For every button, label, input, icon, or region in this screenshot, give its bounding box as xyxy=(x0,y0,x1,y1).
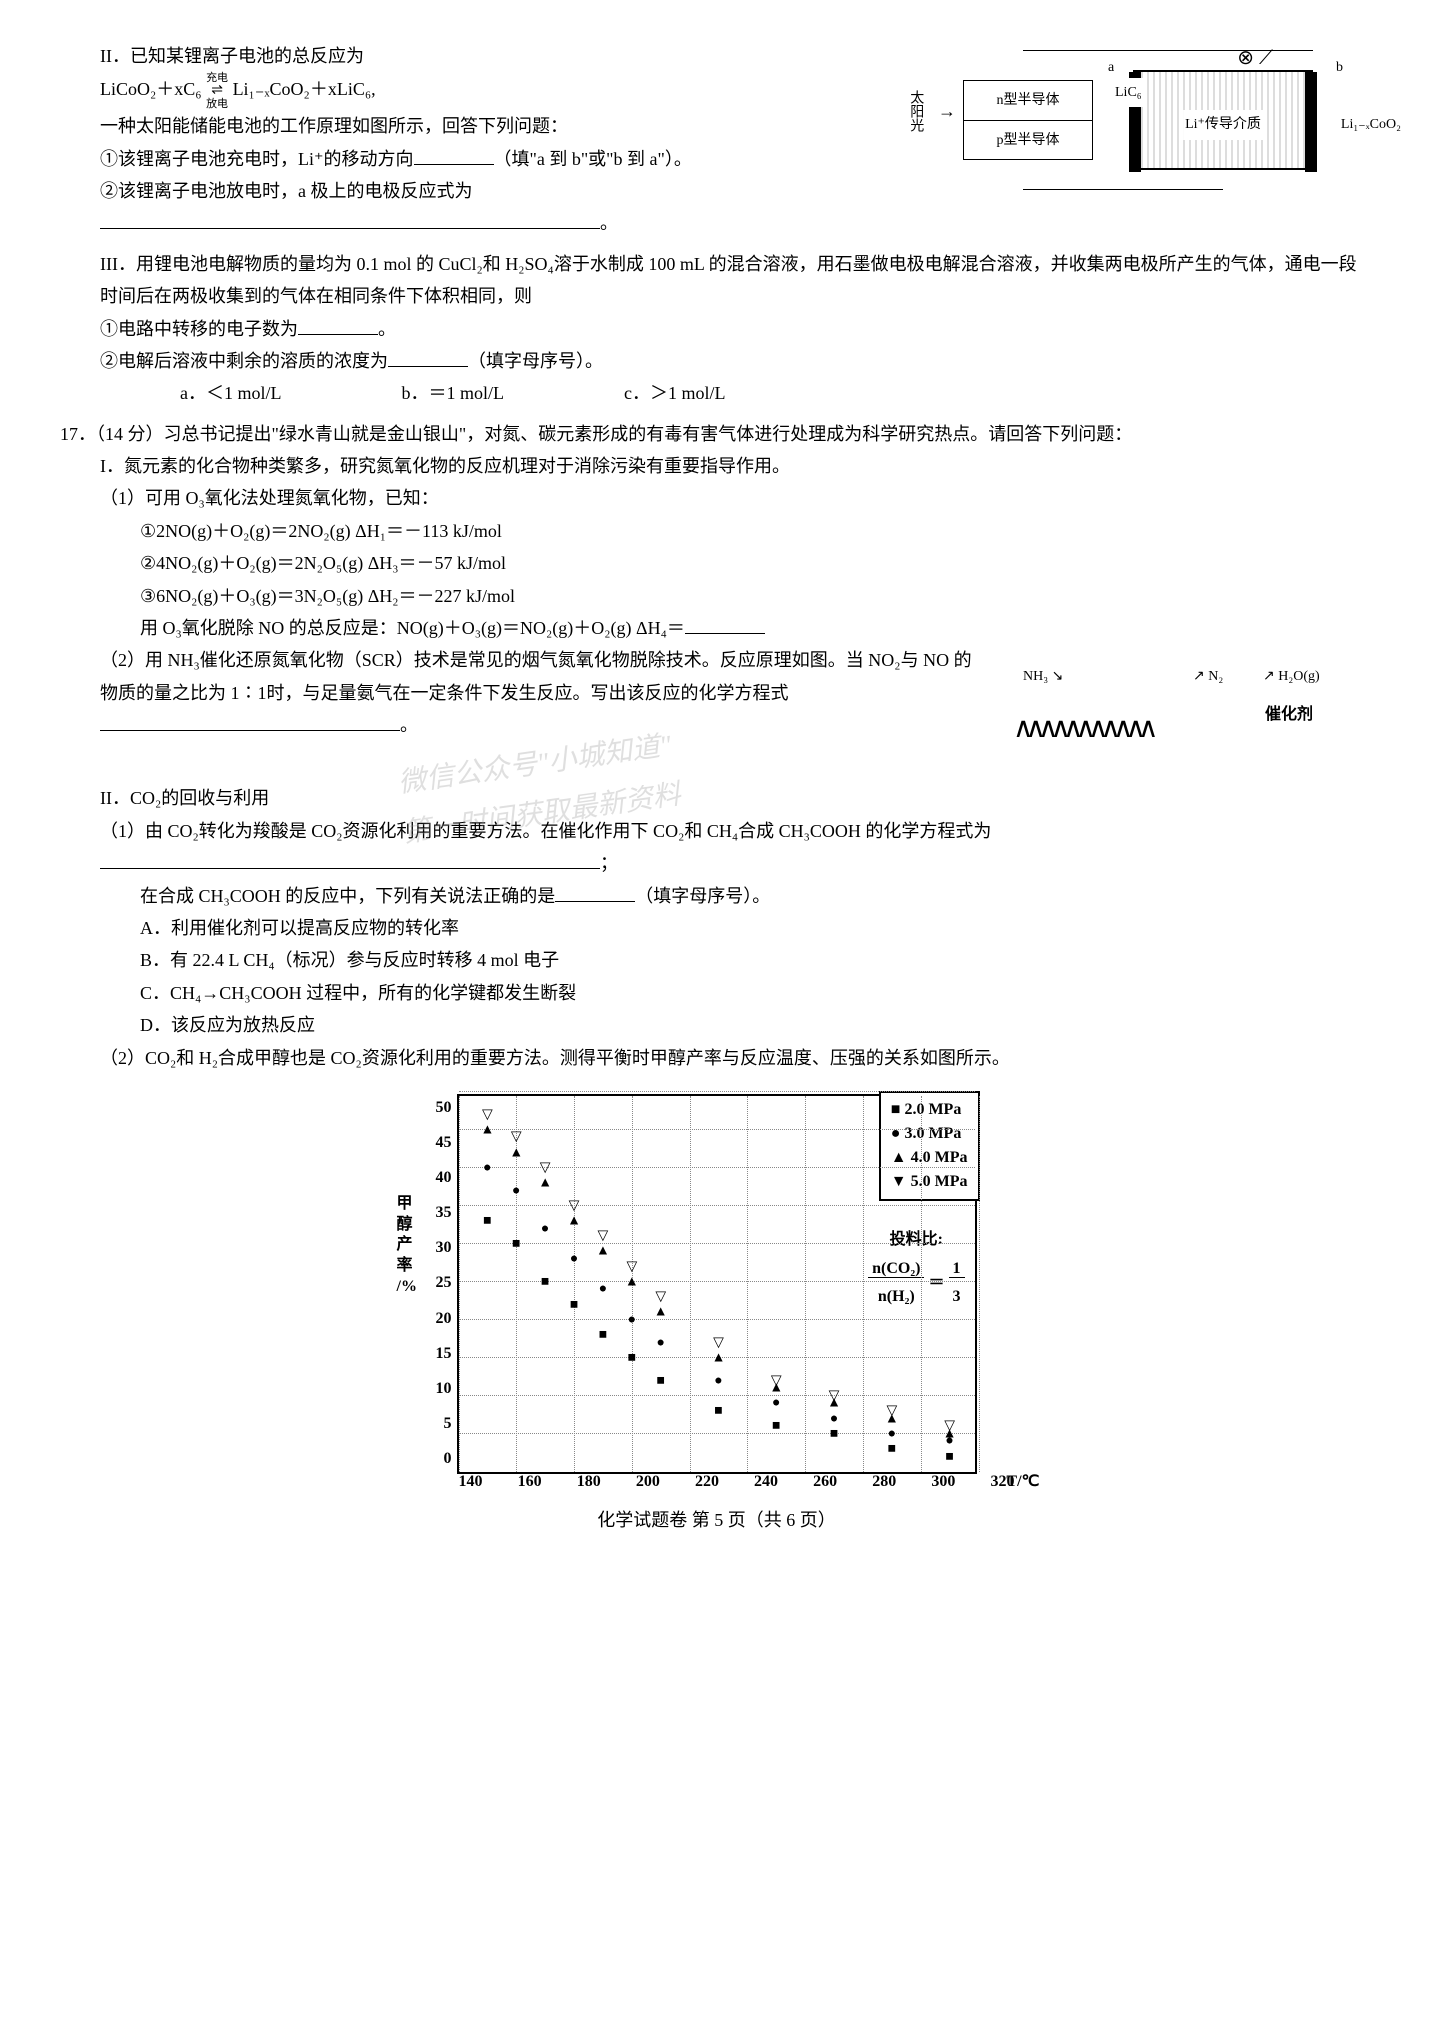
zigzag-surface: ∧∧∧∧∧∧∧∧∧∧∧ xyxy=(1013,704,1353,754)
blank-field xyxy=(298,334,378,335)
q17-i-sub2-wrap: NH₃ ↘ ↗ N₂ ↗ H₂O(g) 催化剂 ∧∧∧∧∧∧∧∧∧∧∧ （2）用… xyxy=(100,644,1373,741)
bulb-switch-icon: ⊗ ⟋ xyxy=(1237,40,1273,76)
lic6-label: LiC₆ xyxy=(1113,78,1144,107)
blank-field xyxy=(100,228,600,229)
blank-field xyxy=(555,901,635,902)
solar-cell: n型半导体 p型半导体 xyxy=(963,80,1093,160)
catalyst-diagram: NH₃ ↘ ↗ N₂ ↗ H₂O(g) 催化剂 ∧∧∧∧∧∧∧∧∧∧∧ xyxy=(993,644,1373,764)
battery-box: Li⁺传导介质 xyxy=(1133,70,1313,170)
eq2: ②4NO₂(g)＋O₂(g)＝2N₂O₅(g) ΔH₃＝－57 kJ/mol xyxy=(100,547,1373,579)
equilibrium-arrow: 充电⇌ 放电 xyxy=(206,72,228,110)
methanol-chart: 甲 醇 产 率 /% 50454035302520151050 ■ 2.0 MP… xyxy=(377,1094,1057,1474)
electrode-b xyxy=(1305,72,1317,172)
eq3: ③6NO₂(g)＋O₃(g)＝3N₂O₅(g) ΔH₂＝－227 kJ/mol xyxy=(100,580,1373,612)
q17: 17．（14 分）习总书记提出"绿水青山就是金山银山"，对氮、碳元素形成的有毒有… xyxy=(60,418,1373,1074)
blank-field xyxy=(414,164,494,165)
eq1: ①2NO(g)＋O₂(g)＝2NO₂(g) ΔH₁＝－113 kJ/mol xyxy=(100,515,1373,547)
n2-arrow: ↗ N₂ xyxy=(1193,664,1223,689)
label-b: b xyxy=(1336,55,1343,80)
q16-iii-sub2: ②电解后溶液中剩余的溶质的浓度为（填字母序号）。 xyxy=(100,345,1373,377)
option-a: A．利用催化剂可以提高反应物的转化率 xyxy=(100,912,1373,944)
blank-field xyxy=(685,633,765,634)
licoO2-label: Li₁₋ₓCoO₂ xyxy=(1339,110,1403,139)
arrow-icon: → xyxy=(938,95,956,127)
blank-field xyxy=(100,868,600,869)
p-type-label: p型半导体 xyxy=(964,121,1092,161)
q17-i-sub1: （1）可用 O₃氧化法处理氮氧化物，已知： xyxy=(100,482,1373,514)
option-c: c．＞1 mol/L xyxy=(624,377,726,409)
q16-part2: 太阳光 → n型半导体 p型半导体 Li⁺传导介质 LiC₆ Li₁₋ₓCoO₂… xyxy=(60,40,1373,240)
q16-iii-sub1: ①电路中转移的电子数为。 xyxy=(100,313,1373,345)
q17-i-intro: I．氮元素的化合物种类繁多，研究氮氧化物的反应机理对于消除污染有重要指导作用。 xyxy=(100,450,1373,482)
wire-bottom xyxy=(1023,189,1223,190)
x-ticks: 140160180200220240260280300320 xyxy=(459,1468,1015,1497)
option-b: B．有 22.4 L CH₄（标况）参与反应时转移 4 mol 电子 xyxy=(100,944,1373,976)
chart-legend: ■ 2.0 MPa ● 3.0 MPa ▲ 4.0 MPa ▼ 5.0 MPa xyxy=(879,1091,980,1201)
q16-iii-intro: III．用锂电池电解物质的量均为 0.1 mol 的 CuCl₂和 H₂SO₄溶… xyxy=(100,248,1373,313)
q17-ii-sub1: （1）由 CO₂转化为羧酸是 CO₂资源化利用的重要方法。在催化作用下 CO₂和… xyxy=(100,815,1373,880)
q17-part1: I．氮元素的化合物种类繁多，研究氮氧化物的反应机理对于消除污染有重要指导作用。 … xyxy=(60,450,1373,812)
q17-ii-sub1-line2: 在合成 CH₃COOH 的反应中，下列有关说法正确的是（填字母序号）。 xyxy=(100,880,1373,912)
q17-header: 17．（14 分）习总书记提出"绿水青山就是金山银山"，对氮、碳元素形成的有毒有… xyxy=(60,418,1373,450)
blank-field xyxy=(100,730,400,731)
x-axis-label: T/℃ xyxy=(1006,1468,1039,1497)
li-medium-label: Li⁺传导介质 xyxy=(1183,110,1263,139)
ratio-annotation: 投料比: n(CO₂) n(H₂) ＝ 1 3 xyxy=(868,1226,964,1312)
option-d: D．该反应为放热反应 xyxy=(100,1009,1373,1041)
nh3-arrow: NH₃ ↘ xyxy=(1023,664,1063,689)
legend-item: ■ 2.0 MPa xyxy=(891,1098,968,1122)
page-footer: 化学试题卷 第 5 页（共 6 页） xyxy=(60,1504,1373,1536)
y-axis-label: 甲 醇 产 率 /% xyxy=(397,1194,417,1298)
n-type-label: n型半导体 xyxy=(964,81,1092,121)
option-c: C．CH₄→CH₃COOH 过程中，所有的化学键都发生断裂 xyxy=(100,977,1373,1009)
option-a: a．＜1 mol/L xyxy=(180,377,282,409)
sun-label: 太阳光 xyxy=(903,90,928,132)
h2o-arrow: ↗ H₂O(g) xyxy=(1263,664,1320,689)
q17-ii-intro: II．CO₂的回收与利用 xyxy=(100,782,1373,814)
legend-item: ▼ 5.0 MPa xyxy=(891,1170,968,1194)
y-ticks: 50454035302520151050 xyxy=(427,1094,452,1474)
legend-item: ● 3.0 MPa xyxy=(891,1122,968,1146)
blank-field xyxy=(388,366,468,367)
chart-plot-area: ■ 2.0 MPa ● 3.0 MPa ▲ 4.0 MPa ▼ 5.0 MPa … xyxy=(457,1094,977,1474)
q17-ii-sub2: （2）CO₂和 H₂合成甲醇也是 CO₂资源化利用的重要方法。测得平衡时甲醇产率… xyxy=(100,1042,1373,1074)
q16-part3: III．用锂电池电解物质的量均为 0.1 mol 的 CuCl₂和 H₂SO₄溶… xyxy=(60,248,1373,410)
eq-final: 用 O₃氧化脱除 NO 的总反应是：NO(g)＋O₃(g)＝NO₂(g)＋O₂(… xyxy=(100,612,1373,644)
option-b: b．＝1 mol/L xyxy=(402,377,505,409)
label-a: a xyxy=(1108,55,1114,80)
q17-part2: II．CO₂的回收与利用 （1）由 CO₂转化为羧酸是 CO₂资源化利用的重要方… xyxy=(60,782,1373,1074)
circuit-diagram: 太阳光 → n型半导体 p型半导体 Li⁺传导介质 LiC₆ Li₁₋ₓCoO₂… xyxy=(893,40,1373,200)
q16-options: a．＜1 mol/L b．＝1 mol/L c．＞1 mol/L xyxy=(100,377,1373,409)
